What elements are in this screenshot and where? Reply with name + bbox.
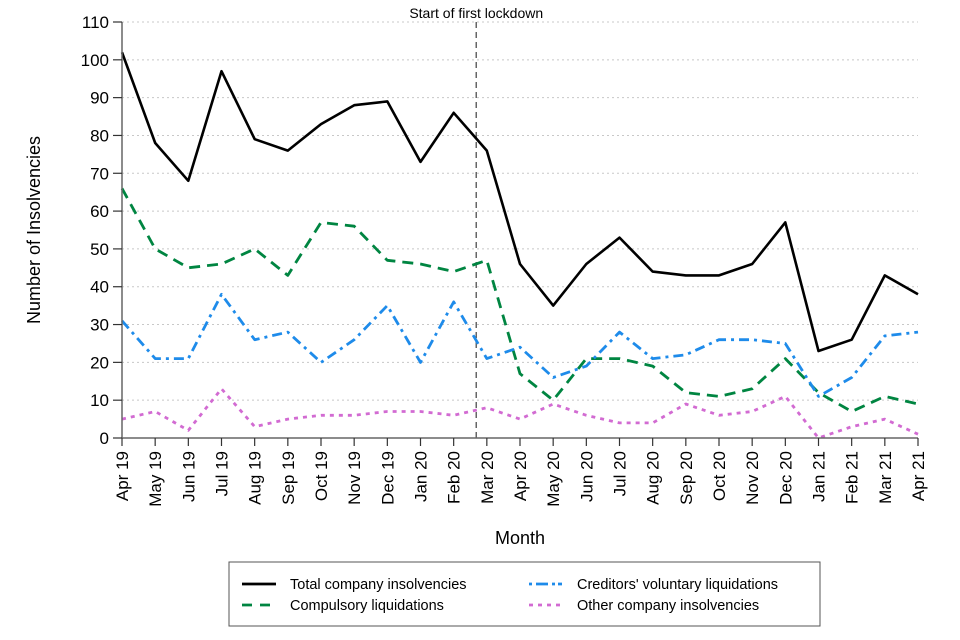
x-tick-label: May 19 (146, 451, 165, 507)
series-line-other-company-insolvencies (121, 387, 919, 440)
legend-label: Other company insolvencies (577, 598, 759, 614)
x-tick-label: Nov 19 (345, 451, 364, 505)
y-tick-label: 100 (81, 51, 109, 70)
y-tick-label: 60 (90, 202, 109, 221)
x-tick-label: May 20 (544, 451, 563, 507)
y-axis-title: Number of Insolvencies (24, 136, 44, 324)
x-tick-label: Jan 21 (810, 451, 829, 502)
x-tick-label: Nov 20 (743, 451, 762, 505)
y-tick-label: 20 (90, 353, 109, 372)
x-tick-label: Sep 20 (677, 451, 696, 505)
series-lines (120, 51, 919, 440)
y-tick-label: 10 (90, 391, 109, 410)
x-tick-label: Jun 19 (179, 451, 198, 502)
legend: Total company insolvencies Compulsory liq… (228, 561, 821, 627)
y-tick-label: 30 (90, 316, 109, 335)
x-tick-label: Feb 21 (843, 451, 862, 504)
x-tick-label: Dec 20 (776, 451, 795, 505)
lockdown-annotation: Start of first lockdown (409, 5, 543, 21)
y-tick-label: 50 (90, 240, 109, 259)
gridlines (122, 21, 918, 401)
y-tick-label: 110 (82, 13, 109, 32)
y-tick-label: 70 (90, 164, 109, 183)
x-tick-label: Jan 20 (412, 451, 431, 502)
x-tick-label: Apr 20 (511, 451, 530, 501)
legend-label: Creditors' voluntary liquidations (577, 577, 778, 593)
legend-label: Total company insolvencies (290, 577, 467, 593)
y-tick-label: 90 (90, 89, 109, 108)
legend-box (228, 561, 821, 627)
x-tick-label: Mar 20 (478, 451, 497, 504)
x-tick-label: Jul 20 (611, 451, 630, 496)
x-tick-label: Oct 20 (710, 451, 729, 501)
x-axis-title: Month (495, 528, 545, 548)
x-tick-label: Jul 19 (213, 451, 232, 496)
y-tick-label: 0 (100, 429, 109, 448)
x-tick-label: Dec 19 (378, 451, 397, 505)
lockdown-marker: Start of first lockdown (409, 5, 543, 438)
axes: 0 10 20 30 40 50 60 70 80 90 100 110 Apr 19 May 19 Jun… (81, 13, 928, 507)
x-tick-label: Oct 19 (312, 451, 331, 501)
x-tick-label: Sep 19 (279, 451, 298, 505)
series-line-compulsory-liquidations (120, 187, 919, 413)
y-tick-label: 80 (90, 126, 109, 145)
series-line-total-company-insolvencies (120, 51, 919, 353)
x-tick-label: Jun 20 (577, 451, 596, 502)
x-tick-label: Apr 19 (113, 451, 132, 501)
x-tick-label: Feb 20 (445, 451, 464, 504)
x-tick-label: Aug 19 (246, 451, 265, 505)
x-tick-label: Aug 20 (644, 451, 663, 505)
y-tick-label: 40 (90, 278, 109, 297)
x-tick-label: Mar 21 (876, 451, 895, 504)
series-line-creditors-voluntary-liquidations (120, 292, 919, 398)
legend-label: Compulsory liquidations (290, 598, 444, 614)
x-tick-label: Apr 21 (909, 451, 928, 501)
